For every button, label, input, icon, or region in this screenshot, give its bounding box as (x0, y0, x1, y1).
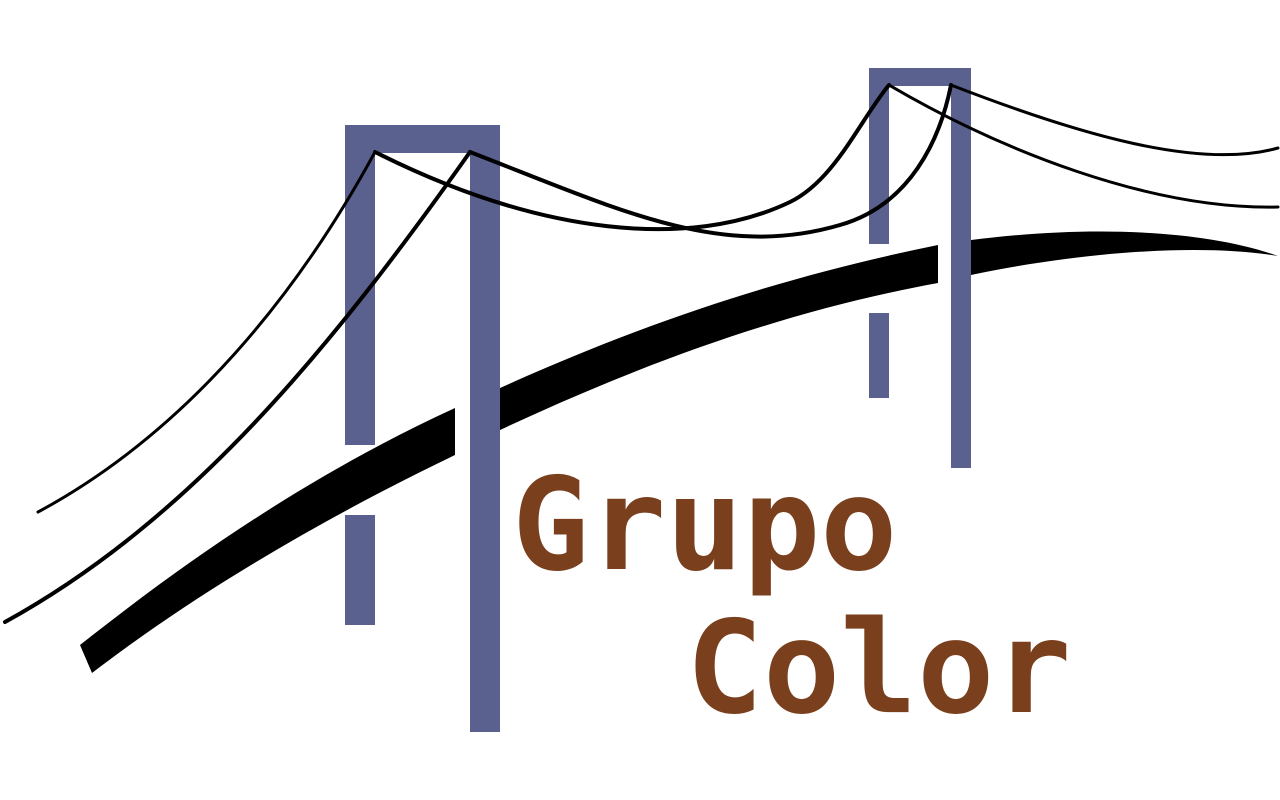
right-tower-crossbar (869, 68, 971, 86)
right-tower-front-leg (951, 68, 971, 468)
cable-back-main (373, 83, 891, 232)
left-tower-back-leg-lower (345, 515, 375, 625)
bridge-deck-mid (500, 245, 938, 430)
bridge-deck-far (971, 231, 1278, 275)
brand-name-line-2: Color (686, 594, 1072, 743)
cable-front-left (3, 150, 472, 624)
cable-back-right (887, 83, 1280, 209)
cable-back-left (36, 150, 377, 514)
brand-name-line-1: Grupo (512, 451, 898, 600)
right-tower (869, 68, 971, 398)
suspension-cables (3, 83, 1280, 624)
cable-front-main (468, 83, 953, 239)
left-tower-front-leg (470, 125, 500, 732)
bridge-deck (80, 408, 455, 673)
right-tower-back-leg-lower (869, 313, 889, 398)
cable-front-right (949, 83, 1280, 157)
right-tower-back-leg-upper (869, 68, 889, 244)
